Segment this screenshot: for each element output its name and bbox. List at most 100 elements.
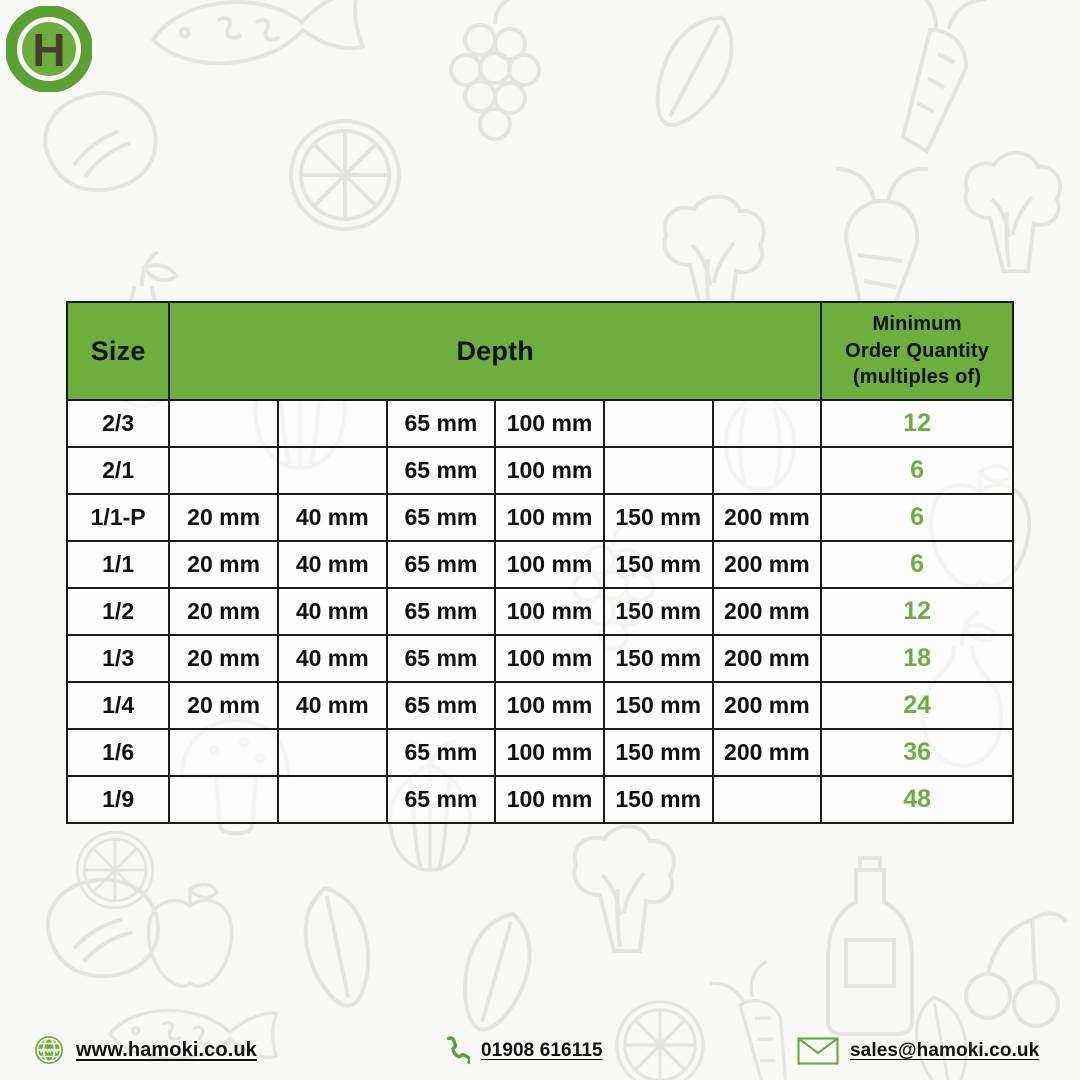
header-moq-line3: (multiples of) xyxy=(852,366,982,389)
table-row: 2/1 65 mm 100 mm 6 xyxy=(65,446,1014,495)
cell-depth-empty xyxy=(276,775,388,824)
table-row: 1/6 65 mm 100 mm 150 mm 200 mm 36 xyxy=(65,728,1014,777)
cell-depth-empty xyxy=(711,399,823,448)
cell-depth: 150 mm xyxy=(602,681,714,730)
cell-depth: 100 mm xyxy=(494,446,605,495)
cell-minimum-order-quantity: 12 xyxy=(820,399,1014,448)
gastronorm-spec-table: Size Depth Minimum Order Quantity (multi… xyxy=(65,301,1014,824)
footer-phone-label[interactable]: 01908 616115 xyxy=(481,1040,603,1061)
cell-depth: 100 mm xyxy=(494,399,605,448)
cell-depth: 200 mm xyxy=(711,634,823,683)
cell-depth: 100 mm xyxy=(494,728,605,777)
cell-depth: 65 mm xyxy=(385,728,497,777)
cell-depth: 100 mm xyxy=(494,493,605,542)
cell-depth: 20 mm xyxy=(168,681,279,730)
cell-depth-empty xyxy=(168,728,279,777)
header-size: Size xyxy=(65,301,171,401)
table-head: Size Depth Minimum Order Quantity (multi… xyxy=(65,301,1014,401)
cell-size: 1/3 xyxy=(65,634,171,683)
cell-minimum-order-quantity: 24 xyxy=(820,681,1014,730)
cell-depth: 200 mm xyxy=(711,681,823,730)
cell-depth-empty xyxy=(602,399,714,448)
cell-minimum-order-quantity: 6 xyxy=(820,540,1014,589)
cell-depth: 150 mm xyxy=(602,587,714,636)
cell-size: 1/1 xyxy=(65,540,171,589)
cell-depth-empty xyxy=(168,446,279,495)
cell-depth-empty xyxy=(711,775,823,824)
cell-depth: 150 mm xyxy=(602,493,714,542)
cell-depth: 200 mm xyxy=(711,728,823,777)
globe-icon: www xyxy=(33,1034,65,1066)
cell-minimum-order-quantity: 6 xyxy=(820,446,1014,495)
cell-depth: 150 mm xyxy=(602,634,714,683)
cell-depth: 20 mm xyxy=(168,634,279,683)
cell-depth: 100 mm xyxy=(494,587,605,636)
header-minimum-order-quantity: Minimum Order Quantity (multiples of) xyxy=(820,301,1014,401)
logo-letter: H xyxy=(32,24,65,76)
cell-depth: 65 mm xyxy=(385,446,497,495)
gastronorm-spec-table-container: Size Depth Minimum Order Quantity (multi… xyxy=(65,301,1014,824)
cell-depth: 65 mm xyxy=(385,399,497,448)
cell-depth: 40 mm xyxy=(276,681,388,730)
cell-depth: 20 mm xyxy=(168,587,279,636)
cell-depth-empty xyxy=(276,446,388,495)
cell-depth: 65 mm xyxy=(385,540,497,589)
cell-depth: 200 mm xyxy=(711,587,823,636)
cell-depth: 100 mm xyxy=(494,540,605,589)
table-row: 1/1 20 mm 40 mm 65 mm 100 mm 150 mm 200 mm 6 xyxy=(65,540,1014,589)
svg-text:www: www xyxy=(39,1046,59,1055)
cell-depth-empty xyxy=(711,446,823,495)
cell-size: 2/1 xyxy=(65,446,171,495)
cell-depth: 40 mm xyxy=(276,587,388,636)
cell-depth: 150 mm xyxy=(602,540,714,589)
cell-minimum-order-quantity: 6 xyxy=(820,493,1014,542)
header-moq-line1: Minimum xyxy=(872,313,962,336)
cell-depth: 65 mm xyxy=(385,634,497,683)
table-row: 1/3 20 mm 40 mm 65 mm 100 mm 150 mm 200 mm 18 xyxy=(65,634,1014,683)
table-row: 1/2 20 mm 40 mm 65 mm 100 mm 150 mm 200 mm 12 xyxy=(65,587,1014,636)
cell-depth: 20 mm xyxy=(168,493,279,542)
cell-depth-empty xyxy=(168,399,279,448)
footer-email[interactable]: sales@hamoki.co.uk xyxy=(797,1036,1039,1066)
cell-depth: 65 mm xyxy=(385,493,497,542)
cell-depth: 65 mm xyxy=(385,775,497,824)
footer-email-label[interactable]: sales@hamoki.co.uk xyxy=(850,1040,1040,1061)
cell-depth: 20 mm xyxy=(168,540,279,589)
cell-depth: 65 mm xyxy=(385,587,497,636)
footer-phone[interactable]: 01908 616115 xyxy=(444,1036,603,1066)
cell-depth-empty xyxy=(276,728,388,777)
cell-depth: 65 mm xyxy=(385,681,497,730)
cell-depth-empty xyxy=(276,399,388,448)
table-row: 1/9 65 mm 100 mm 150 mm 48 xyxy=(65,775,1014,824)
cell-depth: 150 mm xyxy=(602,775,714,824)
cell-size: 1/2 xyxy=(65,587,171,636)
cell-depth-empty xyxy=(602,446,714,495)
cell-size: 1/6 xyxy=(65,728,171,777)
cell-depth: 200 mm xyxy=(711,493,823,542)
table-body: 2/3 65 mm 100 mm 12 2/1 65 mm 100 mm 6 1/1-P 20 m… xyxy=(65,399,1014,824)
table-row: 1/1-P 20 mm 40 mm 65 mm 100 mm 150 mm 200 mm 6 xyxy=(65,493,1014,542)
cell-depth: 150 mm xyxy=(602,728,714,777)
cell-size: 1/1-P xyxy=(65,493,171,542)
cell-depth-empty xyxy=(168,775,279,824)
footer-website[interactable]: www www.hamoki.co.uk xyxy=(33,1034,257,1066)
header-depth: Depth xyxy=(168,301,823,401)
phone-icon xyxy=(444,1036,470,1066)
table-row: 2/3 65 mm 100 mm 12 xyxy=(65,399,1014,448)
cell-minimum-order-quantity: 12 xyxy=(820,587,1014,636)
cell-size: 2/3 xyxy=(65,399,171,448)
header-moq-line2: Order Quantity xyxy=(845,339,990,362)
cell-depth: 200 mm xyxy=(711,540,823,589)
cell-minimum-order-quantity: 48 xyxy=(820,775,1014,824)
cell-size: 1/9 xyxy=(65,775,171,824)
cell-minimum-order-quantity: 36 xyxy=(820,728,1014,777)
cell-size: 1/4 xyxy=(65,681,171,730)
table-header-row: Size Depth Minimum Order Quantity (multi… xyxy=(65,301,1014,401)
cell-depth: 40 mm xyxy=(276,493,388,542)
hamoki-logo: H xyxy=(6,6,92,92)
footer-website-label[interactable]: www.hamoki.co.uk xyxy=(76,1038,257,1061)
footer-contact-bar: www www.hamoki.co.uk 01908 616115 sales@… xyxy=(0,1020,1080,1080)
cell-depth: 100 mm xyxy=(494,681,605,730)
cell-depth: 100 mm xyxy=(494,634,605,683)
envelope-icon xyxy=(797,1036,839,1066)
